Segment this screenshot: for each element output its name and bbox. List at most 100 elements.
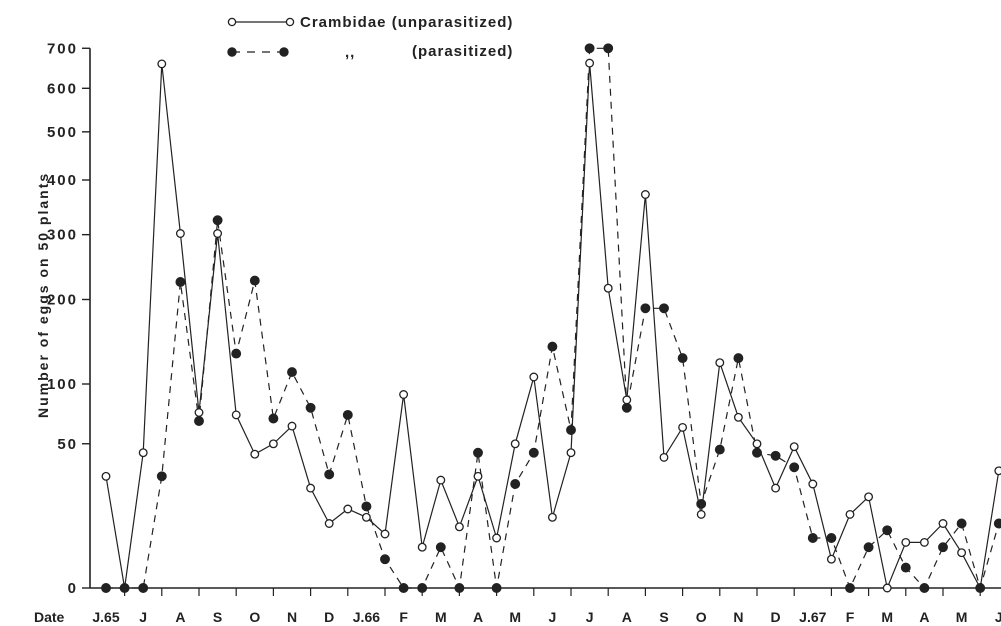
point-unparasitized: [715, 358, 725, 368]
series-line-unparasitized: [105, 63, 1000, 591]
x-tick-label: A: [175, 609, 185, 625]
point-parasitized: [398, 583, 409, 593]
point-parasitized: [212, 215, 223, 226]
x-tick-label: N: [287, 609, 297, 625]
x-tick-label: M: [509, 609, 521, 625]
y-tick-label: 400: [47, 172, 78, 189]
point-parasitized: [938, 542, 948, 553]
x-tick-label: D: [771, 609, 781, 625]
point-unparasitized: [510, 439, 520, 449]
point-unparasitized: [454, 522, 464, 532]
point-parasitized: [547, 341, 558, 352]
point-unparasitized: [343, 504, 353, 514]
point-unparasitized: [733, 412, 743, 422]
point-parasitized: [287, 367, 297, 378]
point-unparasitized: [250, 449, 260, 459]
x-tick-label: O: [696, 609, 707, 625]
y-tick-label: 0: [68, 580, 78, 597]
x-tick-label: S: [213, 609, 222, 625]
x-tick-label: N: [733, 609, 743, 625]
point-parasitized: [249, 275, 260, 286]
point-parasitized: [417, 583, 428, 593]
point-parasitized: [454, 583, 465, 593]
point-parasitized: [156, 471, 167, 482]
point-unparasitized: [194, 408, 204, 417]
y-tick-label: 600: [47, 80, 78, 97]
x-tick-label: F: [846, 609, 855, 625]
series-lines: [105, 47, 1000, 591]
point-parasitized: [268, 413, 279, 424]
point-unparasitized: [213, 229, 223, 238]
point-parasitized: [677, 353, 688, 364]
y-tick-label: 200: [47, 292, 78, 309]
y-axis-title: Number of eggs on 50 plants: [35, 172, 51, 418]
point-parasitized: [621, 402, 632, 413]
point-parasitized: [194, 416, 204, 426]
y-tick-label: 50: [57, 436, 78, 453]
point-parasitized: [603, 43, 614, 54]
x-tick-label: J.65: [92, 609, 119, 625]
legend: Crambidae (unparasitized) ,, (parasitize…: [227, 14, 513, 61]
point-unparasitized: [473, 471, 483, 481]
point-unparasitized: [547, 512, 557, 522]
point-parasitized: [752, 447, 762, 458]
point-parasitized: [119, 583, 130, 593]
legend-marker-parasitized-left: [227, 47, 237, 57]
point-parasitized: [305, 402, 316, 413]
point-unparasitized: [752, 439, 762, 449]
point-parasitized: [956, 518, 967, 529]
point-unparasitized: [659, 452, 669, 462]
point-parasitized: [733, 353, 744, 364]
point-unparasitized: [399, 390, 409, 399]
point-unparasitized: [678, 422, 688, 432]
point-parasitized: [696, 498, 707, 509]
x-tick-label: M: [881, 609, 893, 625]
point-parasitized: [714, 444, 725, 455]
point-unparasitized: [268, 439, 278, 449]
legend-label-parasitized: (parasitized): [412, 43, 513, 60]
y-tick-label: 300: [47, 227, 78, 244]
legend-ditto-mark: ,,: [345, 44, 355, 61]
x-tick-label: S: [659, 609, 668, 625]
point-parasitized: [845, 583, 855, 593]
point-parasitized: [789, 462, 800, 473]
point-unparasitized: [361, 512, 371, 522]
point-unparasitized: [771, 483, 781, 493]
x-tick-labels: J.65 J A S O N D J.66 F M A M J J A S O N D J.67 F M A M J: [92, 609, 1001, 625]
y-tick-label: 700: [47, 40, 78, 57]
x-tick-label: J: [995, 609, 1001, 625]
point-unparasitized: [138, 448, 148, 458]
x-tick-label: O: [249, 609, 260, 625]
point-unparasitized: [957, 548, 967, 558]
legend-label-unparasitized: Crambidae (unparasitized): [300, 14, 513, 31]
point-unparasitized: [566, 448, 576, 458]
x-tick-label: J.66: [353, 609, 380, 625]
point-parasitized: [175, 277, 186, 287]
point-parasitized: [361, 501, 372, 512]
legend-marker-unparasitized-right: [285, 17, 295, 27]
point-parasitized: [807, 533, 818, 543]
x-tick-label: A: [473, 609, 483, 625]
point-unparasitized: [231, 410, 241, 420]
point-parasitized: [826, 533, 837, 543]
point-unparasitized: [789, 442, 799, 452]
point-parasitized: [640, 303, 651, 314]
point-parasitized: [975, 583, 986, 593]
legend-marker-parasitized-right: [279, 47, 289, 57]
point-unparasitized: [287, 421, 297, 431]
point-parasitized: [435, 542, 446, 553]
point-unparasitized: [640, 190, 650, 199]
legend-marker-unparasitized-left: [227, 17, 237, 27]
x-tick-label: J.67: [799, 609, 826, 625]
point-unparasitized: [882, 583, 892, 593]
point-unparasitized: [585, 58, 595, 68]
point-unparasitized: [324, 519, 334, 528]
point-parasitized: [528, 447, 539, 458]
x-tick-label: M: [956, 609, 968, 625]
point-parasitized: [566, 425, 576, 435]
point-unparasitized: [826, 554, 836, 564]
point-parasitized: [770, 450, 781, 461]
point-parasitized: [882, 525, 893, 536]
x-tick-label: A: [622, 609, 632, 625]
